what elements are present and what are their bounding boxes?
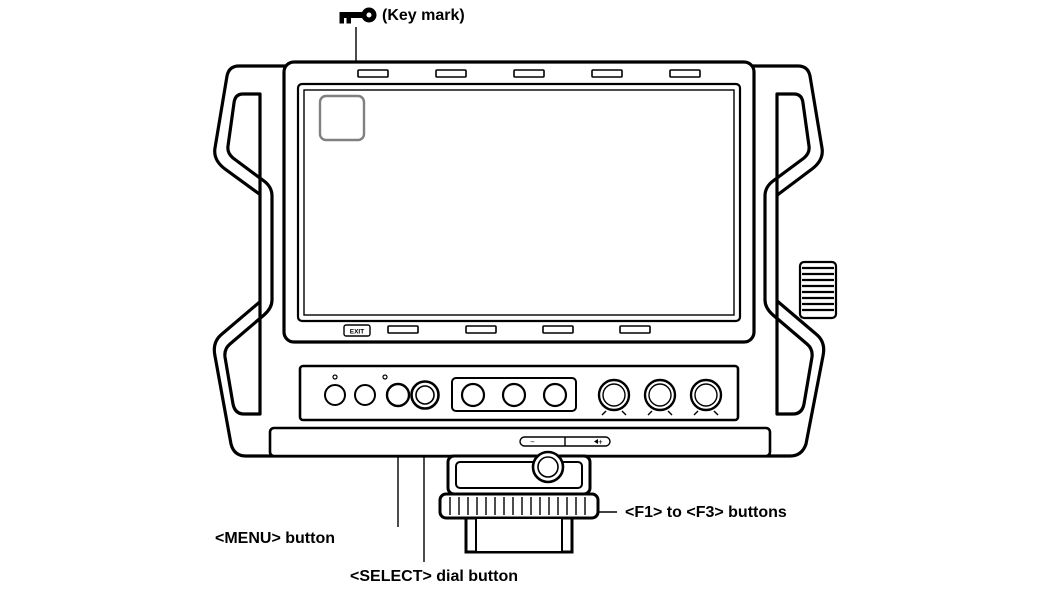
pin-hole	[383, 375, 387, 379]
svg-text:−: −	[530, 438, 535, 447]
device-diagram: EXIT	[0, 0, 1037, 600]
f1-button[interactable]	[462, 384, 484, 406]
select-dial[interactable]	[412, 382, 439, 409]
plus-minus-slider[interactable]: − +	[520, 437, 610, 447]
exit-badge-text: EXIT	[350, 329, 364, 336]
small-button-2[interactable]	[355, 385, 375, 405]
right-dial[interactable]	[800, 262, 836, 318]
display-area	[304, 90, 734, 315]
f3-button[interactable]	[544, 384, 566, 406]
key-icon	[340, 8, 376, 23]
small-button-1[interactable]	[325, 385, 345, 405]
pin-hole	[333, 375, 337, 379]
device: EXIT	[214, 62, 836, 552]
svg-text:+: +	[598, 438, 603, 447]
menu-button[interactable]	[387, 384, 409, 406]
f2-button[interactable]	[503, 384, 525, 406]
mount-assembly	[440, 452, 598, 552]
